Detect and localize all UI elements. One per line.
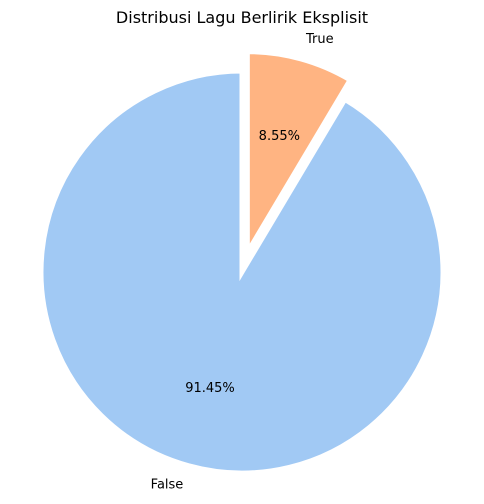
slice-pct-true: 8.55%	[259, 129, 300, 144]
slice-label-false: False	[151, 478, 184, 493]
pie-slice-false	[38, 68, 446, 476]
pie-labels: True 8.55% False 91.45%	[151, 32, 334, 493]
pie-slice-true	[244, 49, 354, 262]
chart-title: Distribusi Lagu Berlirik Eksplisit	[116, 8, 368, 27]
slice-pct-false: 91.45%	[185, 381, 235, 396]
pie-slices	[38, 49, 446, 476]
slice-label-true: True	[305, 32, 334, 47]
